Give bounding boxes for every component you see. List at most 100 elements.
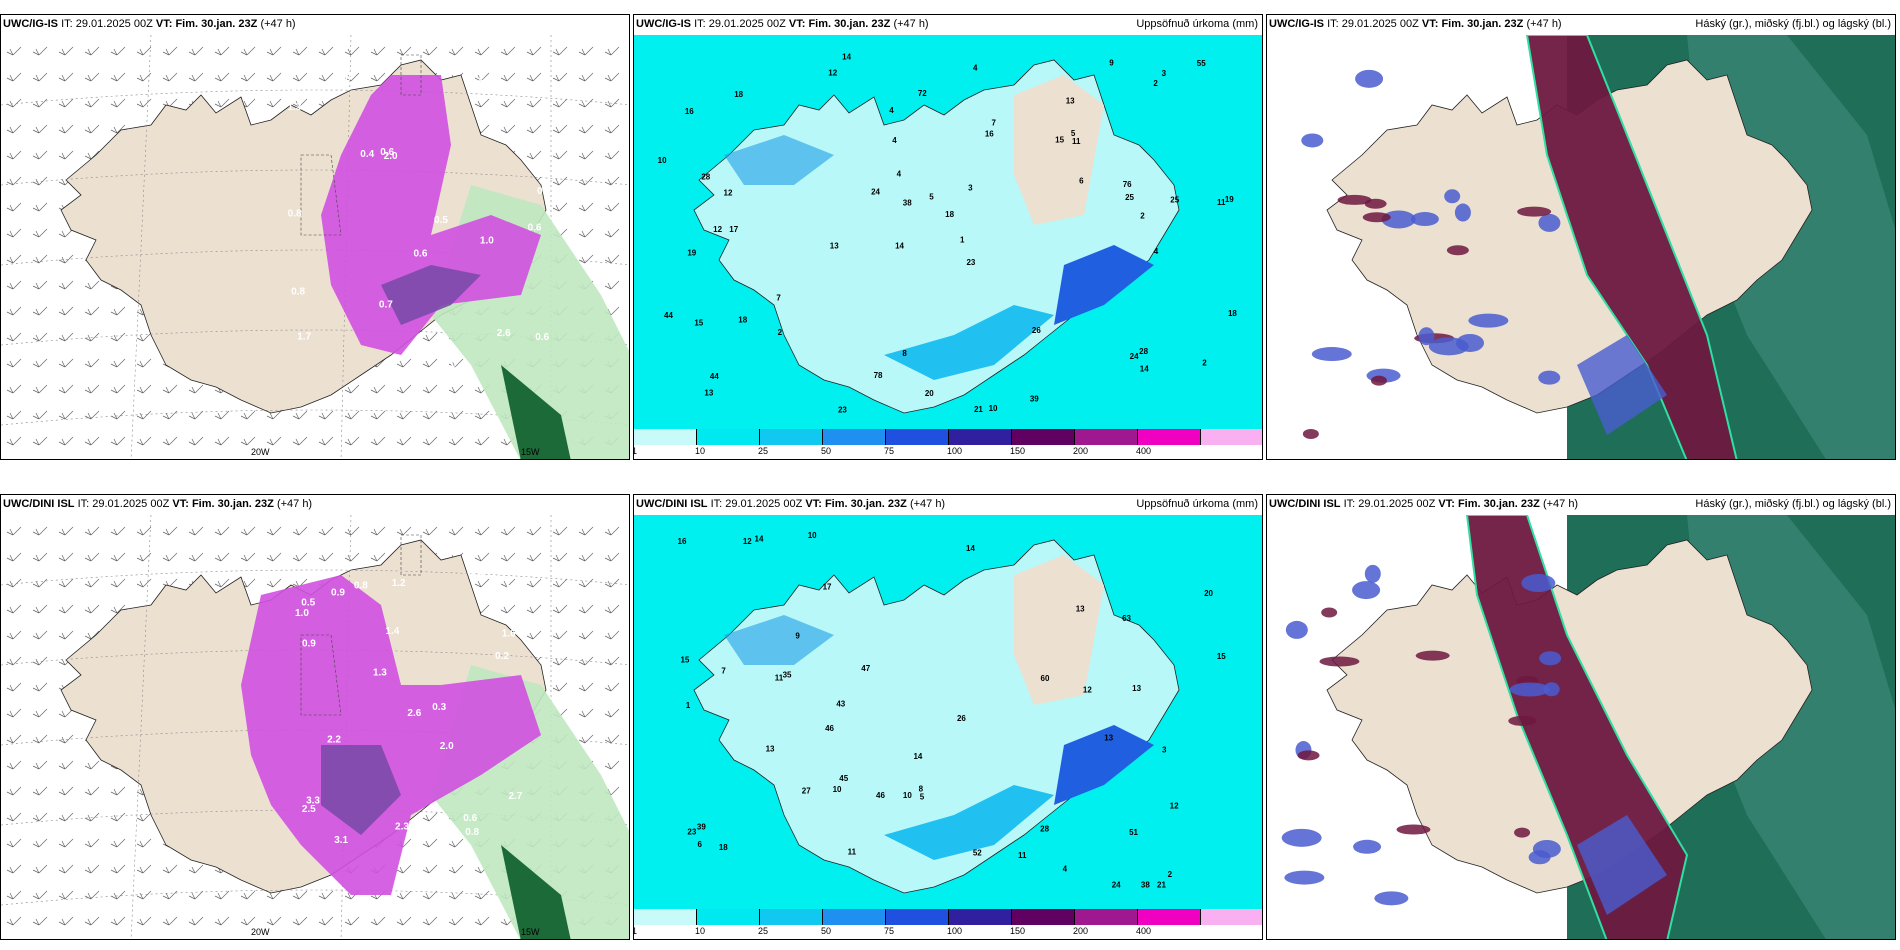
wind-barb <box>578 228 594 238</box>
wind-barb <box>84 526 100 536</box>
wind-barb <box>552 72 568 82</box>
value-label: 14 <box>895 242 904 251</box>
wind-barb <box>604 630 620 640</box>
wind-barb <box>136 916 152 926</box>
wind-barb <box>110 332 126 342</box>
wind-barb <box>474 72 490 82</box>
wind-barb <box>32 708 48 718</box>
value-label: 3 <box>1162 745 1167 754</box>
wind-barb <box>136 358 152 368</box>
value-label: 1.2 <box>506 584 520 595</box>
wind-barb <box>344 916 360 926</box>
wind-barb <box>396 410 412 420</box>
value-label: 4 <box>973 64 978 73</box>
value-label: 63 <box>1122 614 1131 623</box>
wind-barb <box>604 734 620 744</box>
panel-precip-dini: UWC/DINI ISL IT: 29.01.2025 00Z VT: Fim.… <box>633 494 1263 940</box>
precip-west <box>724 135 834 185</box>
wind-barb <box>32 812 48 822</box>
wind-barb <box>84 306 100 316</box>
value-label: 4 <box>889 106 894 115</box>
value-label: 2.6 <box>407 708 421 719</box>
value-label: 10 <box>808 531 817 540</box>
wind-barb <box>292 98 308 108</box>
wind-barb <box>578 734 594 744</box>
value-label: 2 <box>778 328 783 337</box>
value-label: 11 <box>1018 851 1027 860</box>
panel-clouds-dini: UWC/DINI ISL IT: 29.01.2025 00Z VT: Fim.… <box>1266 494 1896 940</box>
wind-barb <box>578 72 594 82</box>
precip-colorbar: 1 10 25 50 75 100 150 200 400 <box>634 909 1262 939</box>
axis-label-15w: 15W <box>521 927 540 937</box>
wind-barb <box>188 916 204 926</box>
wind-barb <box>396 890 412 900</box>
wind-barb <box>110 46 126 56</box>
wind-barb <box>188 526 204 536</box>
value-label: 5 <box>929 193 934 202</box>
value-label: 1 <box>960 235 965 244</box>
wind-barb <box>162 552 178 562</box>
value-label: 39 <box>1030 395 1039 404</box>
value-label: 15 <box>680 655 689 664</box>
wind-barb <box>526 46 542 56</box>
wind-barb <box>6 384 22 394</box>
value-label: 45 <box>839 774 848 783</box>
wind-barb <box>110 552 126 562</box>
colorbar-label: 150 <box>1010 446 1026 456</box>
wind-barb <box>552 46 568 56</box>
panel-snow-ig: UWC/IG-IS IT: 29.01.2025 00Z VT: Fim. 30… <box>0 14 630 460</box>
wind-barb <box>84 604 100 614</box>
value-label: 15 <box>1217 652 1226 661</box>
cloud-patch <box>1362 212 1391 223</box>
value-label: 13 <box>1132 684 1141 693</box>
wind-barb <box>292 436 308 446</box>
wind-barb <box>422 812 438 822</box>
wind-barb <box>292 72 308 82</box>
wind-barb <box>604 708 620 718</box>
wind-barb <box>318 890 334 900</box>
mid-cloud-maroon-band <box>1527 35 1737 459</box>
wind-barb <box>604 124 620 134</box>
wind-barb <box>58 578 74 588</box>
wind-barb <box>344 526 360 536</box>
snowfall-purple-core <box>321 745 401 835</box>
value-label: 0.7 <box>537 186 551 197</box>
value-label: 2 <box>1140 211 1145 220</box>
wind-barb <box>58 786 74 796</box>
value-label: 7 <box>992 118 997 127</box>
axis-label-20w: 20W <box>251 927 270 937</box>
colorbar-label: 75 <box>884 446 895 456</box>
colorbar-label: 10 <box>695 926 706 936</box>
value-label: 7 <box>776 294 781 303</box>
wind-barb <box>32 838 48 848</box>
wind-barb <box>110 436 126 446</box>
value-label: 10 <box>989 404 998 413</box>
wind-barb <box>292 46 308 56</box>
wind-barb <box>292 526 308 536</box>
wind-barb <box>448 384 464 394</box>
value-label: 5 <box>920 792 925 801</box>
value-label: 1.3 <box>467 543 481 554</box>
value-label: 4 <box>1154 247 1159 256</box>
wind-barb <box>214 98 230 108</box>
value-label: 10 <box>658 156 667 165</box>
wind-barb <box>136 864 152 874</box>
value-label: 8 <box>902 349 907 358</box>
value-label: 13 <box>1076 604 1085 613</box>
wind-barb <box>58 552 74 562</box>
longitude-line <box>130 35 152 459</box>
cloud-patch <box>1396 824 1431 835</box>
cloud-patch <box>1508 715 1537 726</box>
wind-barb <box>318 436 334 446</box>
wind-barb <box>32 46 48 56</box>
wind-barb <box>84 72 100 82</box>
value-label: 76 <box>1123 180 1132 189</box>
wind-barb <box>266 916 282 926</box>
wind-barb <box>500 604 516 614</box>
wind-barb <box>604 202 620 212</box>
wind-barb <box>318 410 334 420</box>
value-label: 4 <box>1063 865 1068 874</box>
value-label: 9 <box>1109 58 1114 67</box>
value-label: 3 <box>968 183 973 192</box>
